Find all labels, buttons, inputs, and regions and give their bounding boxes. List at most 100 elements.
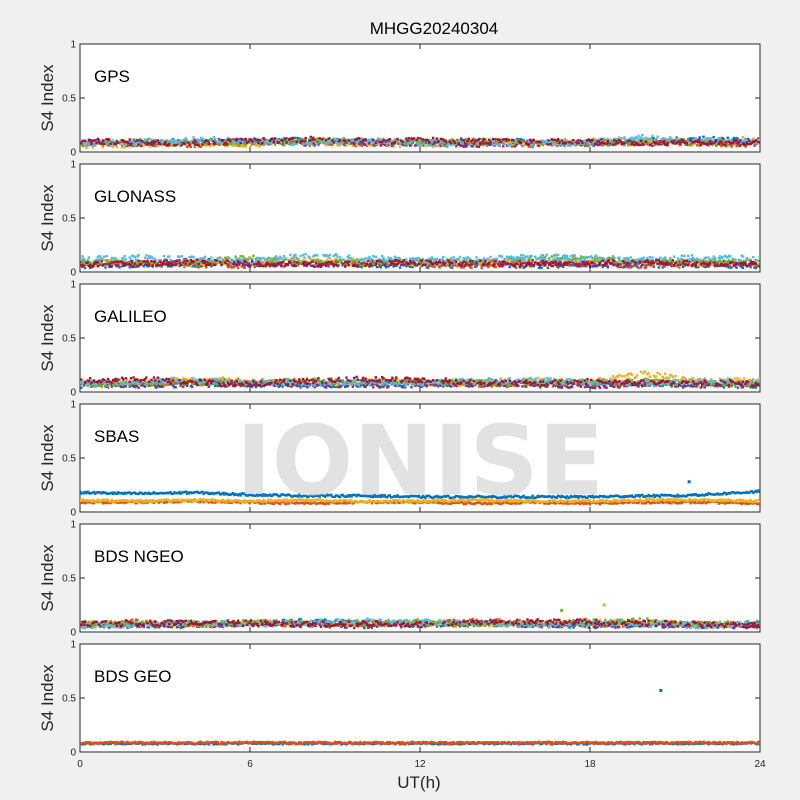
data-point [548, 256, 551, 260]
data-point [564, 256, 567, 260]
data-point [611, 255, 615, 258]
data-point [548, 143, 551, 146]
data-point [351, 144, 355, 147]
data-point [619, 265, 622, 269]
data-point [697, 264, 700, 267]
data-point [681, 140, 685, 144]
data-point [615, 139, 618, 143]
data-point [178, 261, 181, 265]
data-point [307, 141, 310, 144]
data-point [337, 260, 341, 263]
data-point [403, 262, 407, 265]
data-point [310, 264, 314, 268]
data-point [572, 138, 575, 142]
data-point [489, 263, 492, 267]
data-point [414, 258, 417, 261]
data-point [643, 140, 647, 143]
data-point [409, 139, 412, 143]
data-point [463, 144, 467, 147]
data-point [248, 262, 251, 265]
data-point [584, 143, 588, 146]
data-point [318, 139, 321, 143]
data-point [670, 264, 673, 268]
data-point [395, 262, 398, 265]
data-point [380, 263, 384, 266]
data-point [82, 143, 86, 146]
data-point [257, 256, 260, 260]
data-point [328, 139, 332, 143]
data-point [352, 138, 356, 141]
data-point [479, 137, 482, 141]
data-point [356, 136, 360, 140]
data-point [143, 141, 147, 145]
data-point [382, 141, 385, 145]
data-point [140, 138, 143, 141]
data-point [569, 254, 573, 258]
data-point [114, 141, 117, 145]
data-point [417, 140, 421, 143]
data-point [527, 261, 530, 265]
data-point [356, 258, 360, 261]
data-point [91, 146, 94, 149]
data-point [461, 261, 464, 265]
data-point [504, 137, 508, 141]
data-point [491, 262, 495, 265]
data-point [711, 258, 714, 261]
data-point [623, 137, 626, 141]
data-point [388, 137, 392, 141]
data-point [252, 137, 255, 140]
data-point [493, 263, 496, 266]
data-point [388, 140, 392, 144]
data-point [471, 140, 474, 143]
data-point [85, 261, 88, 265]
data-point [213, 137, 217, 141]
data-point [729, 261, 732, 264]
data-point [531, 140, 534, 144]
data-point [477, 143, 481, 146]
data-point [92, 143, 96, 146]
data-point [479, 263, 482, 266]
data-point [239, 137, 242, 141]
data-point [137, 139, 140, 143]
data-point [202, 140, 205, 143]
data-point [448, 261, 451, 264]
data-point [136, 262, 139, 265]
data-point [373, 141, 376, 145]
data-point [588, 142, 592, 146]
data-point [556, 139, 560, 143]
data-point [735, 139, 738, 142]
data-point [503, 261, 506, 264]
data-point [416, 263, 420, 266]
data-point [154, 260, 157, 263]
data-point [415, 141, 418, 145]
data-point [184, 137, 188, 140]
data-point [85, 260, 88, 263]
data-point [426, 261, 430, 264]
data-point [323, 139, 326, 142]
data-point [189, 145, 193, 149]
data-point [326, 262, 329, 265]
data-point [753, 266, 756, 269]
data-point [639, 143, 643, 147]
data-point [607, 144, 611, 147]
data-point [638, 143, 641, 146]
data-point [670, 260, 673, 264]
data-point [128, 263, 131, 266]
data-point [314, 259, 318, 262]
data-point [184, 139, 188, 142]
data-point [521, 140, 524, 143]
data-point [610, 141, 613, 145]
data-point [388, 142, 392, 146]
data-point [429, 257, 432, 261]
data-point [261, 137, 264, 141]
data-point [679, 142, 682, 145]
data-point [462, 260, 465, 264]
data-point [702, 142, 705, 146]
data-point [152, 140, 156, 144]
data-point [661, 140, 664, 143]
data-point [91, 262, 94, 266]
data-point [660, 138, 663, 141]
data-point [740, 266, 743, 269]
data-point [637, 143, 640, 147]
data-point [616, 140, 620, 144]
